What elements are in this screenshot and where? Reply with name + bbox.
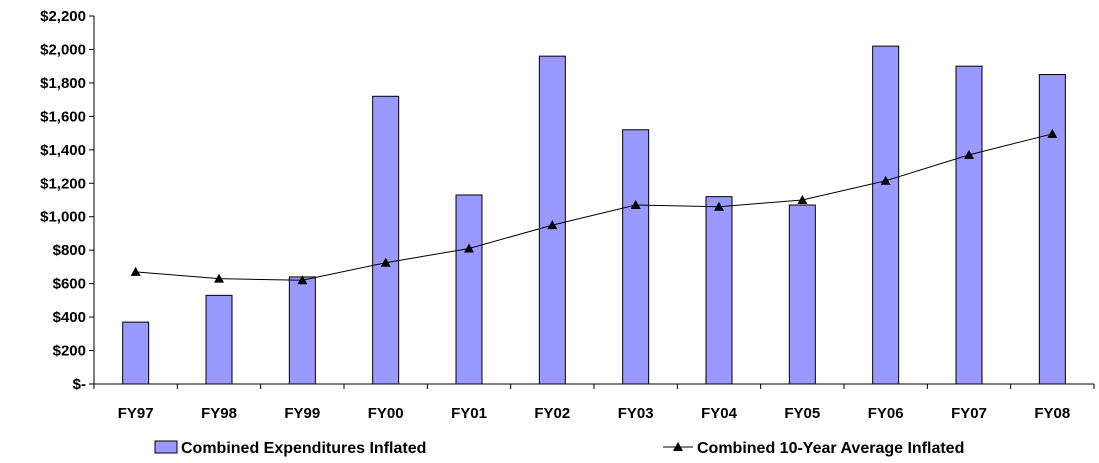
legend-bar-swatch [154,440,178,454]
y-tick-label: $600 [53,276,86,293]
bar [788,204,816,385]
x-tick-label: FY01 [451,405,487,422]
line-series [130,128,1058,285]
line-point-triangle-icon [797,195,808,204]
x-tick-label: FY97 [118,405,154,422]
legend-triangle-marker-icon [673,442,683,451]
y-axis: $- $200 $400 $600 $800 $1,000 $1,200 $1,400 $1,6… [40,8,95,393]
line-path [135,133,1053,281]
x-tick-label: FY03 [618,405,654,422]
x-tick-label: FY98 [201,405,237,422]
line-point-triangle-icon [464,243,474,253]
legend-bar-label: Combined Expenditures Inflated [181,440,426,457]
line-point-triangle-icon [880,175,891,185]
legend: Combined Expenditures Inflated Combined … [154,440,964,457]
legend-line-label: Combined 10-Year Average Inflated [697,440,964,457]
line-point-triangle-icon [714,201,724,211]
y-tick-label: $2,200 [40,8,86,25]
x-tick-label: FY06 [868,405,904,422]
bar [205,294,233,385]
y-tick-label: $1,000 [40,209,86,226]
bar [955,65,983,385]
bar-series [122,45,1066,385]
line-point-triangle-icon [297,275,308,285]
bar [122,321,150,385]
x-tick-label: FY04 [701,405,738,422]
x-tick-label: FY99 [284,405,320,422]
bar [1038,74,1066,385]
bar [872,45,900,385]
line-point-triangle-icon [547,220,558,230]
y-tick-label: $400 [53,309,86,326]
y-tick-label: $1,200 [40,175,86,192]
x-axis: FY97 FY98 FY99 FY00 FY01 FY02 FY03 FY04 FY05 FY06… [93,383,1095,422]
line-point-triangle-icon [130,266,141,276]
y-tick-label: $200 [53,343,86,360]
x-tick-label: FY07 [951,405,987,422]
line-point-triangle-icon [1047,128,1058,138]
bar [288,276,316,385]
bar [372,95,400,385]
y-tick-label: $1,600 [40,108,86,125]
y-tick-label: $- [73,376,86,393]
x-tick-label: FY05 [784,405,820,422]
y-tick-label: $1,800 [40,75,86,92]
bar [705,196,733,385]
bar [538,55,566,385]
x-tick-label: FY00 [368,405,404,422]
x-tick-label: FY08 [1034,405,1070,422]
line-point-triangle-icon [380,257,391,267]
y-tick-label: $800 [53,242,86,259]
bar [622,129,650,385]
line-point-triangle-icon [630,200,641,210]
bar [455,194,483,385]
y-tick-label: $2,000 [40,41,86,58]
y-tick-label: $1,400 [40,142,86,159]
line-point-triangle-icon [964,149,974,159]
x-tick-label: FY02 [534,405,570,422]
line-point-triangle-icon [214,273,224,283]
